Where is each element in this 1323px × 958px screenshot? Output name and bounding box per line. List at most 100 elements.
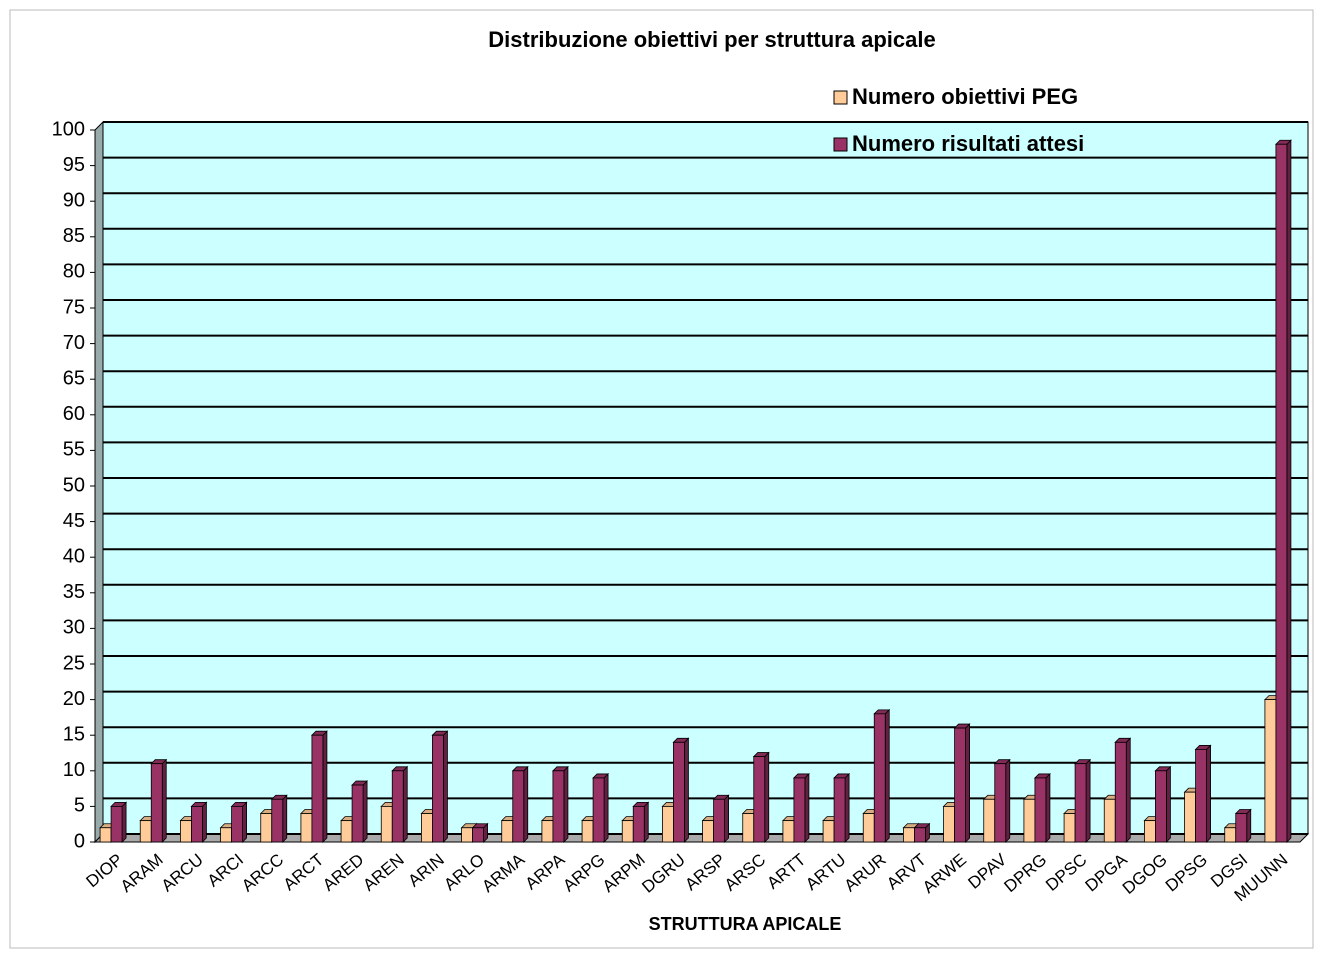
bar: [1103, 798, 1116, 843]
bar: [421, 813, 433, 843]
bar: [1275, 143, 1288, 843]
bar: [954, 727, 966, 843]
bar-side: [684, 737, 689, 843]
legend-label: Numero risultati attesi: [852, 131, 1084, 156]
bar-side: [1206, 744, 1211, 843]
bar: [552, 770, 565, 843]
chart-title: Distribuzione obiettivi per struttura ap…: [488, 27, 935, 52]
bar: [512, 770, 525, 843]
y-tick-label: 70: [63, 332, 85, 354]
bar-side: [1085, 758, 1091, 843]
bar: [139, 820, 152, 843]
bar: [914, 827, 926, 843]
bar: [742, 813, 755, 843]
bar: [1144, 820, 1156, 843]
y-tick-label: 40: [63, 545, 85, 567]
bar: [541, 820, 554, 843]
bar: [1155, 770, 1167, 843]
y-tick-label: 80: [63, 261, 85, 283]
y-tick-label: 5: [74, 795, 85, 817]
bar-side: [1125, 737, 1131, 843]
bar: [461, 827, 473, 843]
bar: [833, 777, 846, 843]
bar-side: [1005, 758, 1011, 843]
bar: [1195, 749, 1207, 843]
y-tick-label: 90: [63, 189, 85, 211]
bar-side: [322, 730, 328, 843]
bar: [1184, 791, 1196, 843]
bar: [110, 806, 123, 843]
bar-side: [402, 765, 408, 843]
bar-side: [884, 708, 890, 843]
bar: [621, 820, 634, 843]
bar: [271, 798, 284, 843]
bar: [99, 827, 112, 843]
bar: [311, 734, 324, 843]
bar-side: [764, 751, 770, 843]
legend-swatch: [833, 137, 848, 152]
bar-side: [1045, 772, 1051, 843]
bar-side: [282, 794, 288, 843]
y-tick-label: 20: [63, 688, 85, 710]
side-wall: [94, 120, 104, 844]
bar-side: [1246, 808, 1252, 843]
y-tick-label: 85: [63, 225, 85, 247]
bar: [862, 813, 875, 843]
bar: [1034, 777, 1047, 843]
y-tick-label: 15: [63, 723, 85, 745]
bar: [822, 820, 835, 843]
y-tick-label: 75: [63, 296, 85, 318]
bar: [351, 784, 364, 843]
y-tick-label: 55: [63, 439, 85, 461]
y-tick-label: 95: [63, 154, 85, 176]
y-tick-label: 60: [63, 403, 85, 425]
bar: [391, 770, 404, 843]
bar: [793, 777, 806, 843]
bar-side: [202, 801, 207, 843]
bar: [592, 777, 605, 843]
bar: [581, 820, 594, 843]
bar-side: [724, 794, 729, 843]
bar: [432, 734, 444, 843]
bar: [1224, 827, 1237, 843]
bar-side: [844, 772, 850, 843]
bar-side: [643, 801, 649, 843]
bar: [1264, 699, 1277, 843]
bar: [180, 820, 192, 843]
y-tick-label: 30: [63, 617, 85, 639]
bar: [501, 820, 514, 843]
bar: [903, 827, 915, 843]
bar-side: [242, 801, 247, 843]
y-tick-label: 10: [63, 759, 85, 781]
bar: [632, 806, 645, 843]
bar: [300, 813, 313, 843]
bar-side: [563, 765, 569, 843]
bar: [702, 820, 714, 843]
bar: [231, 806, 243, 843]
bar: [983, 798, 996, 843]
bar: [220, 827, 232, 843]
bar: [943, 806, 955, 843]
bar: [1235, 813, 1248, 843]
bar-side: [121, 801, 127, 843]
bar-side: [362, 780, 368, 843]
bar-side: [161, 758, 167, 843]
bar: [782, 820, 795, 843]
bar: [1063, 813, 1076, 843]
bar: [662, 806, 674, 843]
bar-side: [965, 723, 970, 843]
legend-swatch: [833, 90, 848, 105]
bar: [472, 827, 484, 843]
bar: [753, 756, 766, 843]
bar: [150, 763, 163, 843]
bar: [260, 813, 273, 843]
bar-side: [804, 772, 810, 843]
y-tick-label: 100: [52, 118, 85, 140]
legend-label: Numero obiettivi PEG: [852, 84, 1078, 109]
bar-side: [443, 730, 448, 843]
bar: [1114, 741, 1127, 843]
bar: [340, 820, 353, 843]
bar: [713, 798, 725, 843]
bar-side: [523, 765, 529, 843]
